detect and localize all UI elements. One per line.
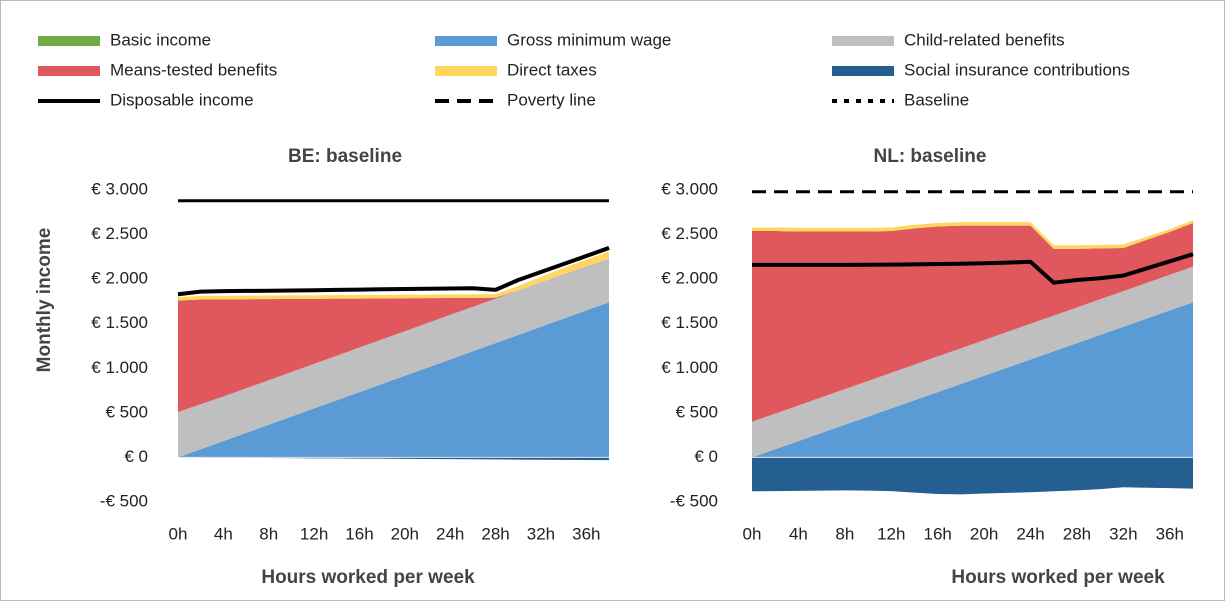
y-tick-label: € 1.500 [91, 313, 148, 332]
y-tick-label: -€ 500 [670, 491, 718, 510]
legend-label: Direct taxes [507, 60, 597, 79]
y-axis-title: Monthly income [34, 228, 55, 373]
y-tick-label: € 3.000 [661, 179, 718, 198]
x-tick-label: 28h [1063, 524, 1091, 543]
x-tick-label: 32h [1109, 524, 1137, 543]
chart-title: NL: baseline [874, 146, 987, 167]
x-axis-title: Hours worked per week [261, 567, 475, 588]
legend-label: Basic income [110, 30, 211, 49]
x-tick-label: 0h [169, 524, 188, 543]
y-tick-label: € 2.500 [91, 224, 148, 243]
legend-swatch [38, 66, 100, 76]
x-axis-title: Hours worked per week [951, 567, 1165, 588]
x-tick-label: 36h [1156, 524, 1184, 543]
x-tick-label: 16h [923, 524, 951, 543]
x-tick-label: 24h [1016, 524, 1044, 543]
y-tick-label: -€ 500 [100, 491, 148, 510]
x-tick-label: 12h [877, 524, 905, 543]
y-tick-label: € 1.500 [661, 313, 718, 332]
area [178, 302, 609, 458]
x-tick-label: 20h [391, 524, 419, 543]
x-tick-label: 4h [789, 524, 808, 543]
area [752, 266, 1193, 458]
y-tick-label: € 500 [675, 402, 718, 421]
legend-swatch [832, 66, 894, 76]
x-tick-label: 36h [572, 524, 600, 543]
legend-label: Child-related benefits [904, 30, 1065, 49]
x-tick-label: 0h [743, 524, 762, 543]
legend-label: Gross minimum wage [507, 30, 671, 49]
x-tick-label: 12h [300, 524, 328, 543]
x-tick-label: 24h [436, 524, 464, 543]
legend-label: Baseline [904, 90, 969, 109]
x-tick-label: 32h [527, 524, 555, 543]
y-tick-label: € 2.000 [91, 269, 148, 288]
area [178, 258, 609, 458]
y-tick-label: € 2.000 [661, 269, 718, 288]
y-tick-label: € 3.000 [91, 179, 148, 198]
legend-label: Disposable income [110, 90, 254, 109]
line [752, 252, 1194, 285]
x-tick-label: 8h [259, 524, 278, 543]
legend-swatch [38, 36, 100, 46]
legend-label: Poverty line [507, 90, 596, 109]
y-tick-label: € 500 [105, 402, 148, 421]
area [178, 258, 609, 412]
y-tick-label: € 2.500 [661, 224, 718, 243]
y-tick-label: € 1.000 [91, 358, 148, 377]
legend-swatch [435, 66, 497, 76]
x-tick-label: 28h [481, 524, 509, 543]
area [752, 302, 1193, 458]
legend-label: Social insurance contributions [904, 60, 1130, 79]
y-tick-label: € 0 [694, 447, 718, 466]
x-tick-label: 8h [835, 524, 854, 543]
legend-label: Means-tested benefits [110, 60, 277, 79]
chart-title: BE: baseline [288, 146, 402, 167]
area [752, 457, 1193, 495]
line [177, 246, 610, 297]
y-tick-label: € 1.000 [661, 358, 718, 377]
legend-swatch [832, 36, 894, 46]
x-tick-label: 20h [970, 524, 998, 543]
y-tick-label: € 0 [124, 447, 148, 466]
legend-swatch [435, 36, 497, 46]
x-tick-label: 4h [214, 524, 233, 543]
area [752, 222, 1193, 422]
x-tick-label: 16h [345, 524, 373, 543]
